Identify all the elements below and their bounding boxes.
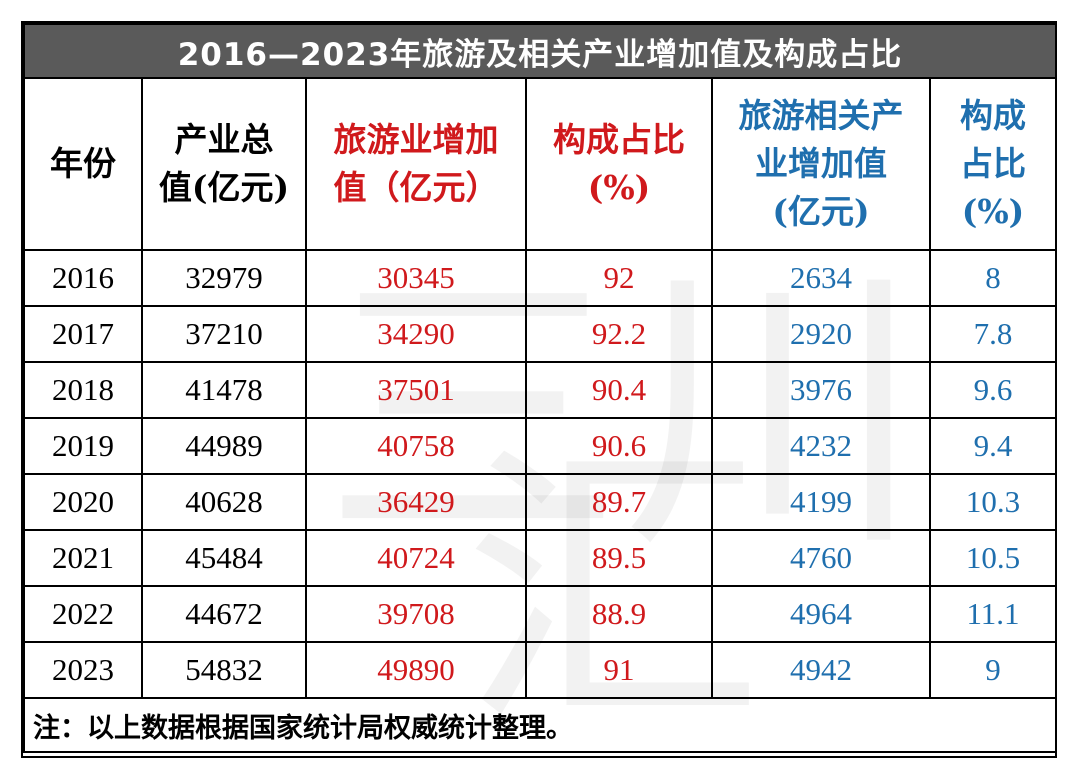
cell-total: 44989 [141, 417, 307, 475]
header-tourism-share: 构成占比 (%) [525, 77, 713, 251]
cell-tourism-share: 90.4 [525, 361, 713, 419]
cell-related-share: 7.8 [929, 305, 1057, 363]
cell-tourism-share: 92 [525, 249, 713, 307]
cell-related-share: 11.1 [929, 585, 1057, 643]
header-line: (亿元) [772, 191, 870, 231]
cell-related-share: 10.5 [929, 529, 1057, 587]
cell-tourism-share: 89.7 [525, 473, 713, 531]
cell-year: 2017 [23, 305, 143, 363]
table-row: 2017 37210 34290 92.2 2920 7.8 [23, 305, 1057, 363]
cell-related-share: 9.4 [929, 417, 1057, 475]
cell-tourism-share: 89.5 [525, 529, 713, 587]
cell-total: 37210 [141, 305, 307, 363]
header-line: 值(亿元) [158, 168, 290, 207]
cell-total: 44672 [141, 585, 307, 643]
cell-tourism-value: 40758 [305, 417, 527, 475]
table-note: 注：以上数据根据国家统计局权威统计整理。 [23, 697, 1057, 753]
cell-year: 2019 [23, 417, 143, 475]
data-table-frame: 三川 汇 2016—2023年旅游及相关产业增加值及构成占比 年份 产业总 值(… [21, 21, 1057, 758]
cell-year: 2021 [23, 529, 143, 587]
cell-related-value: 4942 [711, 641, 931, 699]
cell-total: 32979 [141, 249, 307, 307]
header-line: 占比 [960, 144, 1026, 184]
table-row: 2019 44989 40758 90.6 4232 9.4 [23, 417, 1057, 475]
cell-total: 45484 [141, 529, 307, 587]
cell-related-value: 4199 [711, 473, 931, 531]
cell-tourism-value: 30345 [305, 249, 527, 307]
table-row: 2021 45484 40724 89.5 4760 10.5 [23, 529, 1057, 587]
tourism-value-table: 2016—2023年旅游及相关产业增加值及构成占比 年份 产业总 值(亿元) 旅… [23, 23, 1057, 753]
header-tourism-value: 旅游业增加 值（亿元） [305, 77, 527, 251]
header-related-value: 旅游相关产 业增加值 (亿元) [711, 77, 931, 251]
cell-related-share: 10.3 [929, 473, 1057, 531]
cell-related-share: 8 [929, 249, 1057, 307]
cell-related-value: 2920 [711, 305, 931, 363]
cell-related-value: 3976 [711, 361, 931, 419]
header-related-share: 构成 占比 (%) [929, 77, 1057, 251]
header-line: 值（亿元） [333, 168, 499, 207]
cell-year: 2016 [23, 249, 143, 307]
header-line: 旅游相关产 [738, 96, 904, 136]
table-row: 2023 54832 49890 91 4942 9 [23, 641, 1057, 699]
header-line: 构成占比 [553, 120, 685, 160]
cell-year: 2020 [23, 473, 143, 531]
cell-related-value: 4232 [711, 417, 931, 475]
table-title-row: 2016—2023年旅游及相关产业增加值及构成占比 [23, 23, 1057, 79]
header-year: 年份 [23, 77, 143, 251]
cell-related-share: 9.6 [929, 361, 1057, 419]
header-line: (%) [587, 168, 651, 207]
cell-year: 2018 [23, 361, 143, 419]
cell-tourism-value: 39708 [305, 585, 527, 643]
cell-tourism-value: 34290 [305, 305, 527, 363]
cell-year: 2022 [23, 585, 143, 643]
table-title: 2016—2023年旅游及相关产业增加值及构成占比 [23, 23, 1057, 79]
header-line: 产业总 [174, 120, 274, 160]
table-note-row: 注：以上数据根据国家统计局权威统计整理。 [23, 697, 1057, 753]
table-row: 2020 40628 36429 89.7 4199 10.3 [23, 473, 1057, 531]
header-line: 业增加值 [755, 144, 887, 184]
table-row: 2018 41478 37501 90.4 3976 9.6 [23, 361, 1057, 419]
header-total-value: 产业总 值(亿元) [141, 77, 307, 251]
header-line: (%) [961, 191, 1025, 231]
cell-related-value: 4964 [711, 585, 931, 643]
table-row: 2022 44672 39708 88.9 4964 11.1 [23, 585, 1057, 643]
table-header-row: 年份 产业总 值(亿元) 旅游业增加 值（亿元） 构成占比 (%) 旅游相关产 … [23, 77, 1057, 251]
cell-related-value: 2634 [711, 249, 931, 307]
header-year-line: 年份 [50, 144, 116, 184]
cell-tourism-value: 49890 [305, 641, 527, 699]
cell-year: 2023 [23, 641, 143, 699]
cell-related-share: 9 [929, 641, 1057, 699]
cell-total: 41478 [141, 361, 307, 419]
cell-total: 40628 [141, 473, 307, 531]
cell-related-value: 4760 [711, 529, 931, 587]
cell-tourism-share: 91 [525, 641, 713, 699]
cell-tourism-share: 92.2 [525, 305, 713, 363]
cell-tourism-share: 88.9 [525, 585, 713, 643]
cell-tourism-value: 37501 [305, 361, 527, 419]
cell-tourism-value: 36429 [305, 473, 527, 531]
cell-tourism-share: 90.6 [525, 417, 713, 475]
cell-total: 54832 [141, 641, 307, 699]
header-line: 旅游业增加 [333, 120, 499, 160]
table-row: 2016 32979 30345 92 2634 8 [23, 249, 1057, 307]
header-line: 构成 [960, 96, 1026, 136]
cell-tourism-value: 40724 [305, 529, 527, 587]
